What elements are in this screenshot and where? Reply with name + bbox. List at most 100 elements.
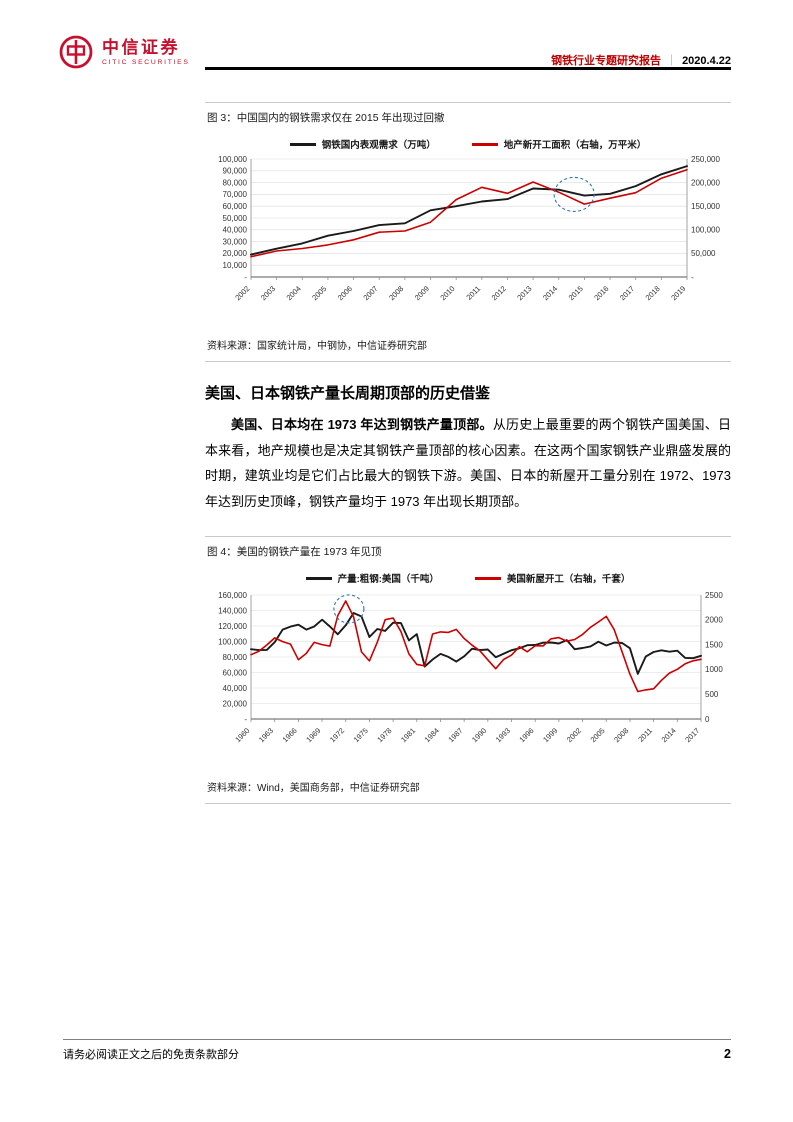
- svg-text:100,000: 100,000: [691, 226, 720, 235]
- svg-text:2005: 2005: [310, 284, 328, 302]
- svg-text:2002: 2002: [565, 726, 583, 744]
- svg-text:1966: 1966: [281, 726, 299, 744]
- figure-4-source: 资料来源：Wind，美国商务部，中信证券研究部: [205, 769, 731, 804]
- legend-label: 钢铁国内表观需求（万吨）: [321, 140, 436, 151]
- page-number: 2: [724, 1047, 731, 1061]
- svg-text:0: 0: [705, 715, 710, 724]
- svg-text:160,000: 160,000: [218, 591, 247, 600]
- legend-item-us-housing-starts: 美国新屋开工（右轴，千套）: [474, 571, 631, 585]
- svg-text:1999: 1999: [541, 726, 559, 744]
- svg-text:1987: 1987: [446, 726, 464, 744]
- figure-4: 图 4：美国的钢铁产量在 1973 年见顶 产量:粗钢:美国（千吨） 美国新屋开…: [205, 536, 731, 804]
- svg-text:1981: 1981: [399, 726, 417, 744]
- logo-name-cn: 中信证券: [102, 38, 180, 57]
- svg-text:2011: 2011: [464, 284, 482, 302]
- red-line-swatch-icon: [471, 143, 498, 146]
- svg-text:2500: 2500: [705, 591, 723, 600]
- citic-logo-icon: [59, 35, 93, 69]
- citic-logo: 中信证券 CITIC SECURITIES: [58, 34, 190, 70]
- body-paragraph: 美国、日本均在 1973 年达到钢铁产量顶部。从历史上最重要的两个钢铁产国美国、…: [205, 412, 731, 514]
- figure-3: 图 3：中国国内的钢铁需求仅在 2015 年出现过回撤 钢铁国内表观需求（万吨）…: [205, 102, 731, 362]
- svg-text:2017: 2017: [618, 284, 636, 302]
- svg-text:2008: 2008: [612, 726, 630, 744]
- svg-text:2008: 2008: [387, 284, 405, 302]
- svg-text:80,000: 80,000: [223, 178, 248, 187]
- figure-3-source: 资料来源：国家统计局，中钢协，中信证券研究部: [205, 327, 731, 362]
- svg-text:2010: 2010: [438, 284, 456, 302]
- svg-text:10,000: 10,000: [223, 261, 248, 270]
- svg-text:150,000: 150,000: [691, 202, 720, 211]
- svg-text:30,000: 30,000: [223, 237, 248, 246]
- svg-text:1000: 1000: [705, 665, 723, 674]
- figure-3-legend: 钢铁国内表观需求（万吨） 地产新开工面积（右轴，万平米）: [205, 137, 731, 151]
- svg-text:1984: 1984: [423, 726, 441, 744]
- svg-text:90,000: 90,000: [223, 167, 248, 176]
- legend-label: 地产新开工面积（右轴，万平米）: [503, 140, 647, 151]
- svg-text:1996: 1996: [517, 726, 535, 744]
- footer-rule: [63, 1039, 731, 1040]
- svg-text:2012: 2012: [490, 284, 508, 302]
- legend-label: 产量:粗钢:美国（千吨）: [337, 574, 439, 585]
- figure-4-legend: 产量:粗钢:美国（千吨） 美国新屋开工（右轴，千套）: [205, 571, 731, 585]
- page-footer: 请务必阅读正文之后的免责条款部分 2: [63, 1046, 731, 1062]
- svg-text:1960: 1960: [233, 726, 251, 744]
- svg-text:60,000: 60,000: [223, 202, 248, 211]
- us-steel-output-chart: - 20,000 40,000 60,000 80,000 100,000 120,000 1…: [218, 591, 723, 744]
- svg-text:2005: 2005: [589, 726, 607, 744]
- svg-text:500: 500: [705, 690, 719, 699]
- svg-text:80,000: 80,000: [223, 653, 248, 662]
- svg-text:40,000: 40,000: [223, 226, 248, 235]
- svg-text:2016: 2016: [592, 284, 610, 302]
- header-separator: ｜: [666, 55, 678, 67]
- svg-text:20,000: 20,000: [223, 699, 248, 708]
- svg-text:250,000: 250,000: [691, 155, 720, 164]
- section-heading: 美国、日本钢铁产量长周期顶部的历史借鉴: [205, 385, 491, 402]
- svg-text:2014: 2014: [541, 284, 559, 302]
- svg-text:1978: 1978: [375, 726, 393, 744]
- paragraph-lead-bold: 美国、日本均在 1973 年达到钢铁产量顶部。: [231, 417, 493, 432]
- svg-text:200,000: 200,000: [691, 178, 720, 187]
- svg-text:2003: 2003: [259, 284, 277, 302]
- footer-disclaimer: 请务必阅读正文之后的免责条款部分: [63, 1049, 239, 1061]
- svg-text:2009: 2009: [413, 284, 431, 302]
- china-steel-demand-chart: - 10,000 20,000 30,000 40,000 50,000 60,000 70,…: [218, 155, 720, 302]
- svg-text:1972: 1972: [328, 726, 346, 744]
- svg-text:60,000: 60,000: [223, 668, 248, 677]
- svg-text:-: -: [691, 273, 694, 282]
- svg-text:2014: 2014: [660, 726, 678, 744]
- report-type-label: 钢铁行业专题研究报告: [551, 55, 662, 67]
- svg-text:1963: 1963: [257, 726, 275, 744]
- svg-text:2017: 2017: [683, 726, 701, 744]
- figure-3-caption: 图 3：中国国内的钢铁需求仅在 2015 年出现过回撤: [205, 102, 731, 127]
- svg-text:2018: 2018: [644, 284, 662, 302]
- svg-text:1975: 1975: [352, 726, 370, 744]
- svg-text:2011: 2011: [636, 726, 654, 744]
- svg-text:1500: 1500: [705, 640, 723, 649]
- report-date: 2020.4.22: [682, 55, 731, 67]
- header-rule: [205, 67, 731, 70]
- figure-4-caption: 图 4：美国的钢铁产量在 1973 年见顶: [205, 536, 731, 561]
- red-line-swatch-icon: [474, 577, 501, 580]
- svg-text:2000: 2000: [705, 616, 723, 625]
- svg-text:100,000: 100,000: [218, 637, 247, 646]
- svg-text:2004: 2004: [285, 284, 303, 302]
- header-report-info: 钢铁行业专题研究报告 ｜ 2020.4.22: [551, 52, 731, 68]
- svg-text:-: -: [244, 715, 247, 724]
- legend-item-steel-demand: 钢铁国内表观需求（万吨）: [289, 137, 436, 151]
- svg-text:1990: 1990: [470, 726, 488, 744]
- svg-text:2015: 2015: [567, 284, 585, 302]
- svg-text:2006: 2006: [336, 284, 354, 302]
- svg-text:40,000: 40,000: [223, 684, 248, 693]
- svg-text:120,000: 120,000: [218, 622, 247, 631]
- svg-text:50,000: 50,000: [691, 249, 716, 258]
- svg-text:100,000: 100,000: [218, 155, 247, 164]
- svg-text:2013: 2013: [515, 284, 533, 302]
- svg-text:20,000: 20,000: [223, 249, 248, 258]
- legend-label: 美国新屋开工（右轴，千套）: [506, 574, 631, 585]
- black-line-swatch-icon: [305, 577, 332, 580]
- svg-text:-: -: [244, 273, 247, 282]
- logo-text: 中信证券 CITIC SECURITIES: [102, 38, 190, 66]
- svg-text:2002: 2002: [233, 284, 251, 302]
- svg-text:50,000: 50,000: [223, 214, 248, 223]
